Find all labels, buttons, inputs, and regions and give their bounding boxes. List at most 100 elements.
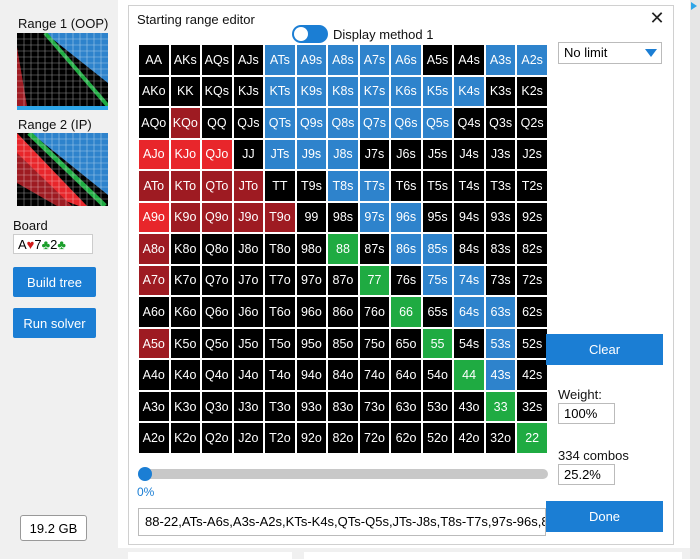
grid-cell[interactable]: K3o: [169, 390, 202, 423]
grid-cell[interactable]: Q6o: [201, 296, 233, 328]
grid-cell[interactable]: 42o: [453, 422, 485, 454]
grid-cell[interactable]: T4o: [264, 359, 296, 391]
range-slider-handle[interactable]: [138, 467, 152, 481]
grid-cell[interactable]: J3o: [232, 390, 265, 423]
grid-cell[interactable]: 43s: [484, 359, 517, 391]
build-tree-button[interactable]: Build tree: [13, 267, 96, 297]
grid-cell[interactable]: A2o: [138, 422, 170, 454]
grid-cell[interactable]: 44: [453, 359, 485, 391]
grid-cell[interactable]: K2s: [516, 75, 548, 108]
grid-cell[interactable]: ATo: [138, 170, 170, 202]
grid-cell[interactable]: 94o: [295, 359, 328, 391]
grid-cell[interactable]: AQs: [201, 44, 233, 76]
grid-cell[interactable]: T2s: [516, 170, 548, 202]
grid-cell[interactable]: 63o: [390, 390, 422, 423]
grid-cell[interactable]: A7o: [138, 264, 170, 297]
grid-cell[interactable]: K8o: [169, 233, 202, 265]
weight-input[interactable]: 100%: [558, 403, 615, 424]
grid-cell[interactable]: QTs: [264, 107, 296, 139]
grid-cell[interactable]: 82o: [327, 422, 359, 454]
grid-cell[interactable]: 92s: [516, 201, 548, 234]
grid-cell[interactable]: J5s: [421, 138, 454, 171]
grid-cell[interactable]: K5s: [421, 75, 454, 108]
grid-cell[interactable]: JTs: [264, 138, 296, 171]
grid-cell[interactable]: T3o: [264, 390, 296, 423]
grid-cell[interactable]: T8o: [264, 233, 296, 265]
grid-cell[interactable]: 64o: [390, 359, 422, 391]
grid-cell[interactable]: TT: [264, 170, 296, 202]
grid-cell[interactable]: 86o: [327, 296, 359, 328]
grid-cell[interactable]: 93s: [484, 201, 517, 234]
grid-cell[interactable]: T7o: [264, 264, 296, 297]
grid-cell[interactable]: 96o: [295, 296, 328, 328]
grid-cell[interactable]: Q3s: [484, 107, 517, 139]
grid-cell[interactable]: K4o: [169, 359, 202, 391]
grid-cell[interactable]: A5s: [421, 44, 454, 76]
grid-cell[interactable]: 52s: [516, 327, 548, 360]
grid-cell[interactable]: JJ: [232, 138, 265, 171]
grid-cell[interactable]: A3s: [484, 44, 517, 76]
grid-cell[interactable]: 83o: [327, 390, 359, 423]
grid-cell[interactable]: A6o: [138, 296, 170, 328]
grid-cell[interactable]: J5o: [232, 327, 265, 360]
grid-cell[interactable]: T5s: [421, 170, 454, 202]
grid-cell[interactable]: 53s: [484, 327, 517, 360]
range1-preview[interactable]: [17, 33, 108, 106]
grid-cell[interactable]: J3s: [484, 138, 517, 171]
grid-cell[interactable]: A2s: [516, 44, 548, 76]
grid-cell[interactable]: 53o: [421, 390, 454, 423]
grid-cell[interactable]: QQ: [201, 107, 233, 139]
grid-cell[interactable]: T6s: [390, 170, 422, 202]
grid-cell[interactable]: 62o: [390, 422, 422, 454]
grid-cell[interactable]: AKo: [138, 75, 170, 108]
grid-cell[interactable]: 99: [295, 201, 328, 234]
grid-cell[interactable]: A4s: [453, 44, 485, 76]
grid-cell[interactable]: QTo: [201, 170, 233, 202]
grid-cell[interactable]: 64s: [453, 296, 485, 328]
grid-cell[interactable]: 55: [421, 327, 454, 360]
grid-cell[interactable]: Q5o: [201, 327, 233, 360]
grid-cell[interactable]: 22: [516, 422, 548, 454]
grid-cell[interactable]: T2o: [264, 422, 296, 454]
grid-cell[interactable]: 77: [358, 264, 391, 297]
grid-cell[interactable]: AJo: [138, 138, 170, 171]
grid-cell[interactable]: 84o: [327, 359, 359, 391]
grid-cell[interactable]: K4s: [453, 75, 485, 108]
grid-cell[interactable]: J8s: [327, 138, 359, 171]
grid-cell[interactable]: 96s: [390, 201, 422, 234]
grid-cell[interactable]: A9s: [295, 44, 328, 76]
grid-cell[interactable]: K7o: [169, 264, 202, 297]
grid-cell[interactable]: 32s: [516, 390, 548, 423]
grid-cell[interactable]: 52o: [421, 422, 454, 454]
grid-cell[interactable]: Q7o: [201, 264, 233, 297]
grid-cell[interactable]: Q5s: [421, 107, 454, 139]
grid-cell[interactable]: 65s: [421, 296, 454, 328]
grid-cell[interactable]: Q6s: [390, 107, 422, 139]
grid-cell[interactable]: 97o: [295, 264, 328, 297]
grid-cell[interactable]: Q8s: [327, 107, 359, 139]
grid-cell[interactable]: 63s: [484, 296, 517, 328]
grid-cell[interactable]: T9s: [295, 170, 328, 202]
grid-cell[interactable]: J6o: [232, 296, 265, 328]
grid-cell[interactable]: J8o: [232, 233, 265, 265]
grid-cell[interactable]: 85s: [421, 233, 454, 265]
grid-cell[interactable]: T4s: [453, 170, 485, 202]
grid-cell[interactable]: 95s: [421, 201, 454, 234]
grid-cell[interactable]: K2o: [169, 422, 202, 454]
grid-cell[interactable]: 93o: [295, 390, 328, 423]
grid-cell[interactable]: KJs: [232, 75, 265, 108]
grid-cell[interactable]: 74o: [358, 359, 391, 391]
grid-cell[interactable]: KTo: [169, 170, 202, 202]
grid-cell[interactable]: 73o: [358, 390, 391, 423]
grid-cell[interactable]: Q4o: [201, 359, 233, 391]
grid-cell[interactable]: AA: [138, 44, 170, 76]
grid-cell[interactable]: JTo: [232, 170, 265, 202]
grid-cell[interactable]: 43o: [453, 390, 485, 423]
display-method-toggle[interactable]: [292, 25, 328, 43]
grid-cell[interactable]: 87o: [327, 264, 359, 297]
grid-cell[interactable]: A3o: [138, 390, 170, 423]
grid-cell[interactable]: J7o: [232, 264, 265, 297]
grid-cell[interactable]: T8s: [327, 170, 359, 202]
grid-cell[interactable]: 74s: [453, 264, 485, 297]
grid-cell[interactable]: QJo: [201, 138, 233, 171]
